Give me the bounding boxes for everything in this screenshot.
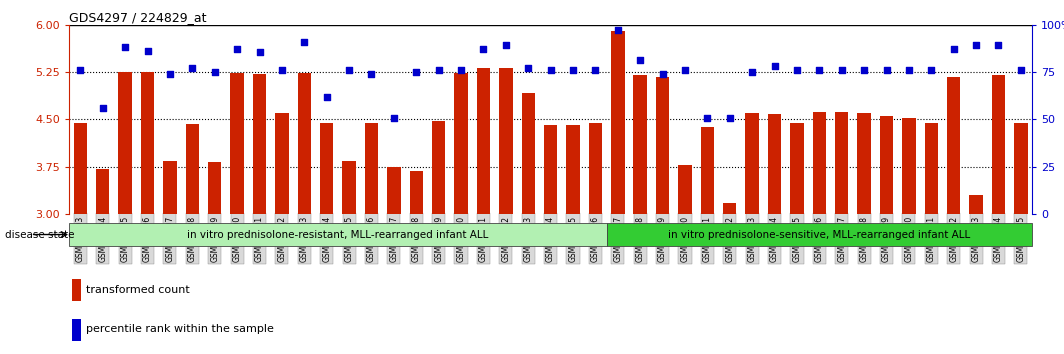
Bar bbox=[185, 124, 199, 214]
Point bbox=[878, 67, 895, 73]
Bar bbox=[902, 118, 916, 214]
Bar bbox=[320, 122, 333, 214]
Bar bbox=[992, 75, 1005, 214]
Bar bbox=[791, 122, 803, 214]
Bar bbox=[611, 31, 625, 214]
Bar bbox=[655, 76, 669, 214]
Bar bbox=[858, 113, 870, 214]
Point bbox=[967, 42, 984, 48]
Bar bbox=[813, 112, 826, 214]
Bar bbox=[521, 93, 535, 214]
Bar bbox=[835, 112, 848, 214]
Bar bbox=[432, 121, 446, 214]
Point bbox=[945, 46, 962, 52]
Bar bbox=[701, 127, 714, 214]
Point bbox=[497, 42, 514, 48]
Point bbox=[385, 115, 402, 121]
Bar bbox=[73, 122, 87, 214]
Bar bbox=[499, 68, 513, 214]
Point bbox=[766, 63, 783, 69]
Bar bbox=[207, 162, 221, 214]
Point bbox=[542, 67, 559, 73]
Bar bbox=[947, 76, 961, 214]
Bar bbox=[387, 167, 400, 214]
Text: disease state: disease state bbox=[5, 230, 74, 240]
Text: GDS4297 / 224829_at: GDS4297 / 224829_at bbox=[69, 11, 206, 24]
Point bbox=[206, 69, 223, 75]
Point bbox=[452, 67, 469, 73]
Text: percentile rank within the sample: percentile rank within the sample bbox=[86, 324, 275, 334]
Point bbox=[251, 49, 268, 55]
Point bbox=[296, 40, 313, 45]
Point bbox=[610, 27, 627, 33]
Bar bbox=[633, 75, 647, 214]
Point bbox=[788, 67, 805, 73]
Point bbox=[855, 67, 872, 73]
Point bbox=[162, 71, 179, 77]
Bar bbox=[365, 123, 378, 214]
Point bbox=[833, 67, 850, 73]
Point bbox=[677, 67, 694, 73]
Point bbox=[273, 67, 290, 73]
Point bbox=[117, 44, 134, 50]
Bar bbox=[96, 169, 110, 214]
Text: in vitro prednisolone-sensitive, MLL-rearranged infant ALL: in vitro prednisolone-sensitive, MLL-rea… bbox=[668, 229, 970, 240]
Point bbox=[72, 67, 89, 73]
Point bbox=[519, 65, 536, 70]
Bar bbox=[118, 72, 132, 214]
Bar bbox=[880, 116, 894, 214]
Bar bbox=[410, 171, 423, 214]
Bar bbox=[768, 114, 781, 214]
Point bbox=[632, 57, 649, 62]
Point bbox=[139, 48, 156, 54]
Bar bbox=[588, 122, 602, 214]
Point bbox=[654, 71, 671, 77]
Bar bbox=[276, 113, 288, 214]
Bar bbox=[253, 74, 266, 214]
Bar bbox=[724, 203, 736, 214]
Point bbox=[229, 46, 246, 52]
Point bbox=[95, 105, 112, 111]
Point bbox=[900, 67, 917, 73]
Bar bbox=[298, 73, 311, 214]
Point bbox=[1012, 67, 1029, 73]
Point bbox=[565, 67, 582, 73]
Point bbox=[990, 42, 1007, 48]
Point bbox=[430, 67, 447, 73]
Bar bbox=[231, 73, 244, 214]
Bar bbox=[544, 125, 558, 214]
Bar bbox=[969, 195, 983, 214]
Bar bbox=[606, 223, 1032, 246]
Bar bbox=[343, 160, 355, 214]
Bar bbox=[163, 160, 177, 214]
Point bbox=[318, 95, 335, 100]
Point bbox=[184, 65, 201, 70]
Bar bbox=[477, 68, 491, 214]
Point bbox=[721, 115, 738, 121]
Bar bbox=[140, 72, 154, 214]
Bar bbox=[566, 125, 580, 214]
Point bbox=[744, 69, 761, 75]
Text: in vitro prednisolone-resistant, MLL-rearranged infant ALL: in vitro prednisolone-resistant, MLL-rea… bbox=[187, 229, 488, 240]
Point bbox=[408, 69, 425, 75]
Bar bbox=[69, 223, 606, 246]
Text: transformed count: transformed count bbox=[86, 285, 190, 295]
Bar bbox=[925, 122, 938, 214]
Point bbox=[475, 46, 492, 52]
Point bbox=[587, 67, 604, 73]
Bar bbox=[454, 73, 468, 214]
Point bbox=[922, 67, 940, 73]
Point bbox=[811, 67, 828, 73]
Bar bbox=[746, 113, 759, 214]
Point bbox=[363, 71, 380, 77]
Bar bbox=[678, 165, 692, 214]
Bar bbox=[71, 279, 81, 301]
Point bbox=[340, 67, 358, 73]
Bar bbox=[71, 319, 81, 341]
Point bbox=[699, 115, 716, 121]
Bar bbox=[1014, 123, 1028, 214]
